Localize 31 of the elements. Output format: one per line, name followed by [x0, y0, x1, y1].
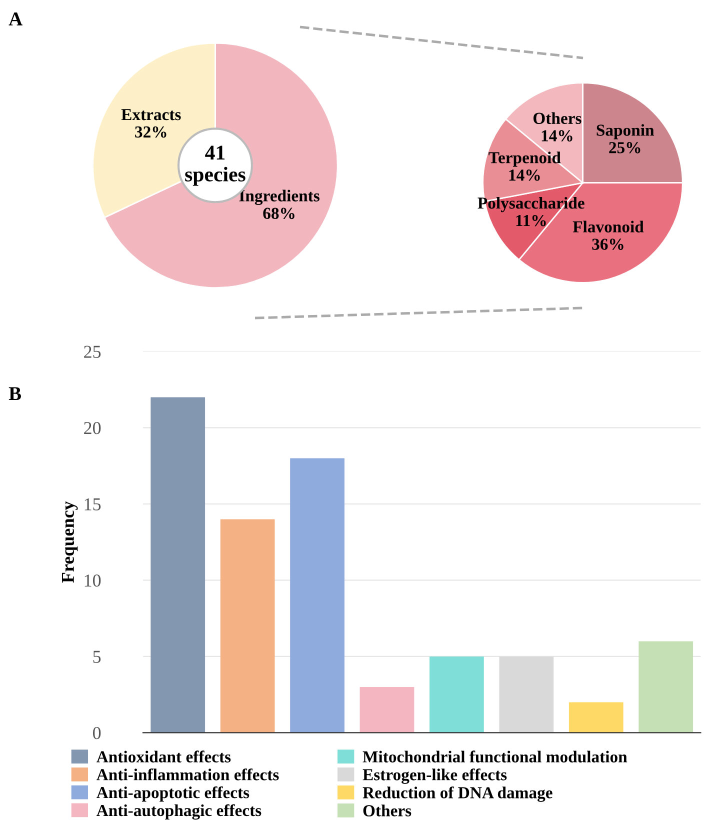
y-tick-label: 10 — [84, 574, 101, 587]
legend-label: Estrogen-like effects — [362, 768, 507, 784]
legend-label: Anti-inflammation effects — [96, 768, 279, 780]
y-tick-label: 15 — [84, 498, 101, 510]
legend-label: Antioxidant effects — [96, 750, 231, 762]
legend-label: Others — [363, 804, 412, 816]
text: A — [8, 12, 22, 26]
slice-label: Flavonoid — [572, 220, 644, 232]
slice-label: Saponin — [596, 124, 654, 140]
data-label: 32% — [135, 126, 166, 138]
y-axis-title: Frequency — [62, 501, 78, 583]
y-tick-label: 5 — [93, 650, 101, 663]
slice-label: Others — [533, 112, 582, 124]
legend-label: Anti-apoptotic effects — [96, 786, 250, 802]
slice-label: Terpenoid — [488, 152, 561, 167]
y-tick-label: 25 — [84, 346, 101, 358]
slice-label: Extracts — [121, 109, 181, 120]
data-label: 11% — [516, 214, 546, 226]
legend-label: Reduction of DNA damage — [362, 786, 552, 802]
data-label: 68% — [263, 208, 294, 220]
data-label: 14% — [542, 130, 572, 142]
text: B — [8, 387, 22, 400]
legend-label: Anti-autophagic effects — [96, 804, 262, 820]
slice-label: Ingredients — [239, 190, 320, 205]
data-label: 14% — [509, 170, 540, 181]
data-label: 36% — [592, 238, 624, 250]
y-tick-label: 0 — [92, 726, 101, 740]
data-label: 25% — [609, 142, 640, 154]
legend-label: Mitochondrial functional modulation — [362, 750, 628, 762]
text: 41 species — [185, 146, 246, 186]
y-tick-label: 20 — [84, 422, 101, 434]
